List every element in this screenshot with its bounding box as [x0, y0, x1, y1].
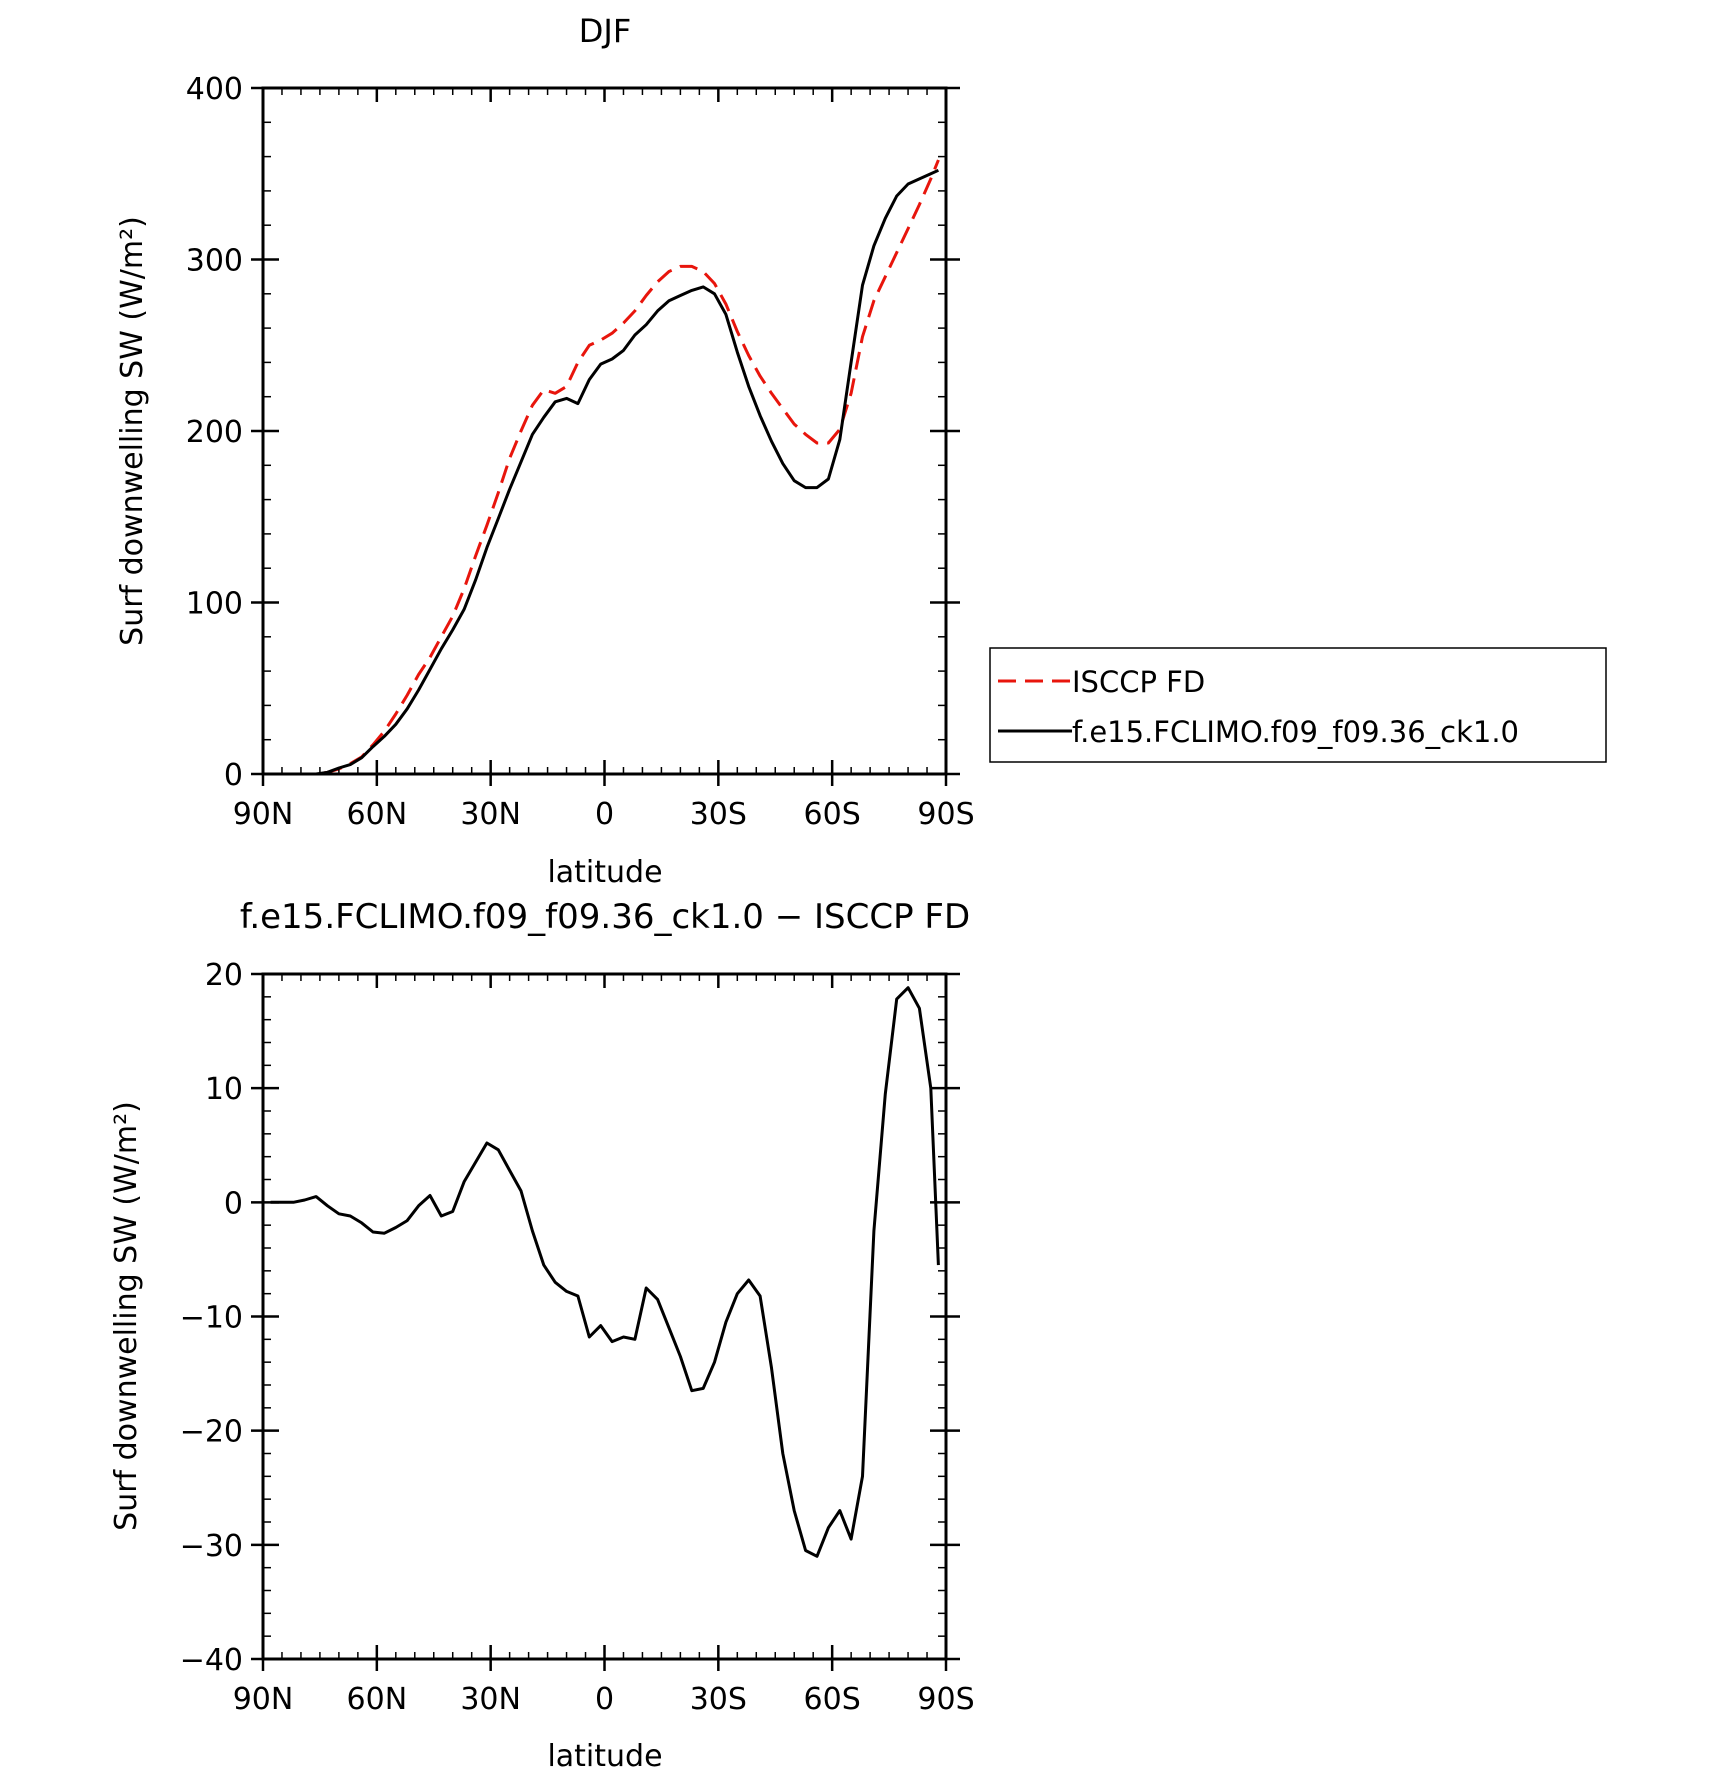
y-tick-label: −20 [180, 1415, 243, 1450]
top-chart-title: DJF [579, 12, 631, 50]
y-tick-label: 0 [224, 758, 243, 793]
bottom-chart-frame [261, 972, 948, 1661]
series-line-1-0 [270, 986, 940, 1558]
y-tick-label: 20 [205, 958, 243, 993]
y-tick-label: −40 [180, 1643, 243, 1678]
y-tick-label: 10 [205, 1072, 243, 1107]
top-chart-frame [261, 86, 948, 776]
x-tick-label: 60S [804, 1682, 861, 1717]
y-tick-label: 200 [186, 415, 243, 450]
bottom-chart-y-label: Surf downwelling SW (W/m²) [109, 1101, 144, 1531]
top-chart-x-label: latitude [547, 855, 662, 890]
bottom-chart: f.e15.FCLIMO.f09_f09.36_ck1.0 − ISCCP FD… [109, 897, 975, 1773]
top-chart: DJF 0 100 200 300 400 90N 60N 30N 0 30S 60S 90S lat… [115, 12, 975, 890]
bottom-chart-x-label: latitude [547, 1739, 662, 1773]
x-tick-label: 30N [460, 797, 521, 832]
series-line-0-0 [270, 159, 940, 776]
y-tick-label: 100 [186, 587, 243, 622]
x-tick-label: 60S [804, 797, 861, 832]
y-tick-label: 0 [224, 1186, 243, 1221]
x-tick-label: 90N [233, 1682, 294, 1717]
legend-frame [989, 647, 1607, 763]
x-tick-label: 90N [233, 797, 294, 832]
x-tick-label: 90S [917, 1682, 974, 1717]
x-tick-label: 30S [690, 797, 747, 832]
x-tick-label: 60N [347, 797, 408, 832]
top-chart-legend: ISCCP FD f.e15.FCLIMO.f09_f09.36_ck1.0 [989, 647, 1607, 763]
y-tick-label: 400 [186, 72, 243, 107]
y-tick-label: 300 [186, 244, 243, 279]
legend-label-isccp: ISCCP FD [1072, 665, 1205, 699]
y-tick-label: −30 [180, 1529, 243, 1564]
x-tick-label: 90S [917, 797, 974, 832]
y-tick-label: −10 [180, 1301, 243, 1336]
x-tick-label: 0 [595, 1682, 614, 1717]
top-chart-y-label: Surf downwelling SW (W/m²) [115, 216, 150, 646]
legend-label-model: f.e15.FCLIMO.f09_f09.36_ck1.0 [1072, 715, 1519, 749]
x-tick-label: 0 [595, 797, 614, 832]
x-tick-label: 60N [347, 1682, 408, 1717]
x-tick-label: 30N [460, 1682, 521, 1717]
bottom-chart-title: f.e15.FCLIMO.f09_f09.36_ck1.0 − ISCCP FD [240, 897, 970, 937]
series-line-0-1 [270, 168, 940, 776]
x-tick-label: 30S [690, 1682, 747, 1717]
